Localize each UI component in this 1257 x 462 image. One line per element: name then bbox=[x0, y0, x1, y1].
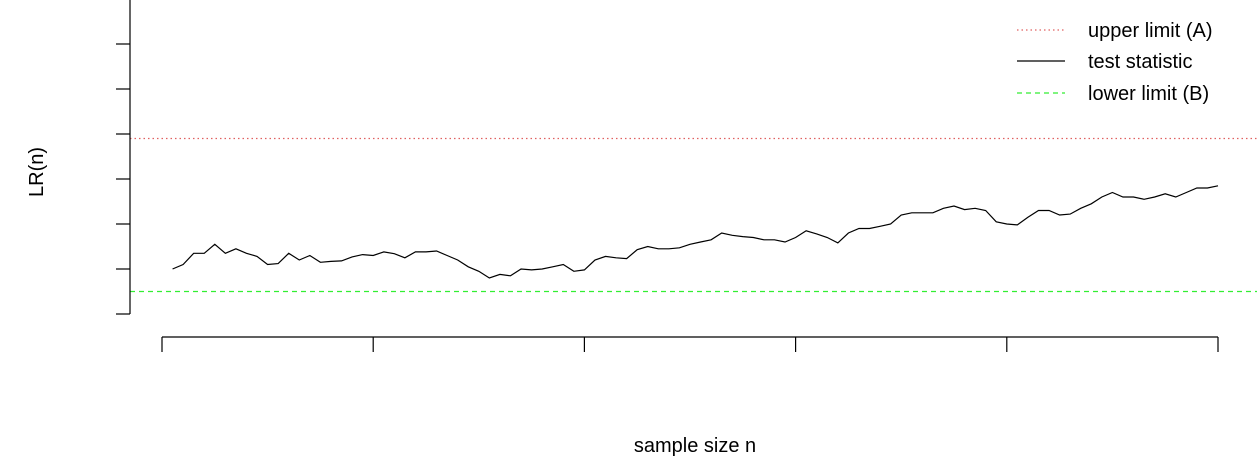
legend-label-lower: lower limit (B) bbox=[1088, 83, 1209, 105]
test-statistic-line bbox=[172, 185, 1219, 279]
legend-label-statistic: test statistic bbox=[1088, 51, 1192, 73]
legend-item-statistic: test statistic bbox=[1017, 51, 1192, 73]
x-axis-title: sample size n bbox=[634, 435, 756, 457]
y-axis-title: LR(n) bbox=[26, 147, 48, 197]
legend-label-upper: upper limit (A) bbox=[1088, 20, 1212, 42]
legend-item-lower: lower limit (B) bbox=[1017, 83, 1209, 105]
legend-item-upper: upper limit (A) bbox=[1017, 20, 1212, 42]
x-axis bbox=[161, 336, 1219, 352]
legend: upper limit (A) test statistic lower lim… bbox=[1017, 20, 1212, 105]
y-axis bbox=[116, 0, 131, 315]
